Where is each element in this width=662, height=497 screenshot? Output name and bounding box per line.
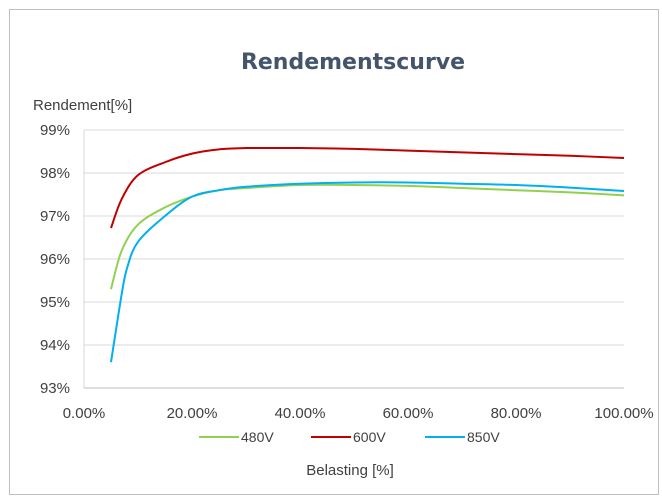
legend-label: 480V: [241, 429, 274, 445]
y-tick-label: 94%: [40, 337, 70, 354]
y-tick-label: 98%: [40, 165, 70, 182]
legend-item-600V: 600V: [311, 429, 386, 445]
legend-item-480V: 480V: [199, 429, 274, 445]
legend: 480V 600V 850V: [199, 429, 500, 445]
x-tick-label: 60.00%: [383, 405, 434, 422]
x-axis-label: Belasting [%]: [306, 462, 394, 479]
y-axis-label: Rendement[%]: [33, 97, 132, 114]
y-tick-label: 96%: [40, 251, 70, 268]
x-tick-label: 0.00%: [63, 405, 106, 422]
legend-label: 850V: [467, 429, 500, 445]
gridlines: [83, 129, 624, 389]
chart-title: Rendementscurve: [241, 50, 465, 75]
x-tick-label: 100.00%: [594, 405, 653, 422]
series-line-600V: [110, 146, 625, 229]
y-tick-label: 93%: [40, 380, 70, 397]
x-tick-label: 20.00%: [167, 405, 218, 422]
legend-label: 600V: [353, 429, 386, 445]
x-tick-label: 40.00%: [275, 405, 326, 422]
series-lines: [110, 146, 625, 363]
y-tick-labels: 93% 94% 95% 96% 97% 98% 99%: [40, 122, 70, 397]
series-line-480V: [110, 183, 625, 290]
series-line-850V: [110, 181, 625, 363]
y-tick-label: 99%: [40, 122, 70, 139]
x-tick-label: 80.00%: [491, 405, 542, 422]
x-tick-labels: 0.00% 20.00% 40.00% 60.00% 80.00% 100.00%: [63, 405, 654, 422]
y-tick-label: 95%: [40, 294, 70, 311]
legend-item-850V: 850V: [425, 429, 500, 445]
y-tick-label: 97%: [40, 208, 70, 225]
chart-frame: [9, 9, 659, 495]
